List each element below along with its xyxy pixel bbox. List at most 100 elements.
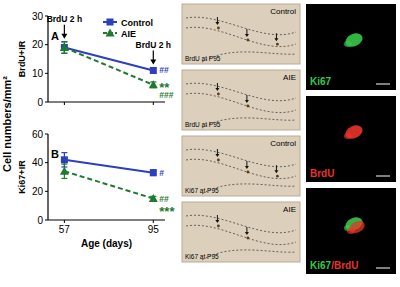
y-tick-label: 40 (32, 157, 44, 168)
granule-outline (186, 17, 296, 34)
y-tick (45, 134, 48, 135)
labeled-cell (217, 225, 220, 228)
micrograph: AIE Ki67 at P95 (182, 202, 300, 262)
labeled-cell (247, 171, 250, 174)
y-tick-label: 0 (37, 97, 43, 108)
fluorescence-label: BrdU (310, 168, 334, 179)
data-point (149, 80, 158, 88)
significance: *** (159, 204, 175, 219)
fluorescence-label-part: Ki67 (310, 76, 332, 87)
pointer-head (245, 100, 249, 103)
series-line (64, 48, 153, 85)
granule-outline (186, 215, 296, 232)
plot-area (60, 153, 158, 202)
data-point (150, 67, 157, 74)
annotation-text: BrdU 2 h (136, 40, 171, 50)
y-tick (45, 44, 48, 45)
significance: ### (159, 90, 173, 100)
micrograph-bg (182, 136, 300, 196)
x-label: Age (days) (81, 238, 132, 249)
granule-outline (186, 159, 296, 178)
y-tick-label: 0 (37, 215, 43, 226)
data-point (61, 44, 68, 51)
error-cap (61, 53, 67, 54)
arrow-shaft (153, 51, 154, 61)
x-tick (64, 102, 65, 105)
pointer-head (245, 34, 249, 37)
cell-signal (344, 41, 352, 47)
y-tick (45, 102, 48, 103)
micrograph: AIE BrdU at P95 (182, 70, 300, 130)
error-cap (61, 41, 67, 42)
y-tick (45, 162, 48, 163)
y-tick (45, 73, 48, 74)
granule-outline (186, 93, 296, 112)
fluorescence-bg (306, 96, 396, 182)
micrograph-label: AIE (283, 73, 296, 82)
micrograph-bg (182, 202, 300, 262)
x-axis (48, 101, 165, 102)
labeled-cell (276, 43, 279, 46)
legend-marker (106, 29, 115, 37)
panel-title: B (51, 148, 59, 160)
micrograph: ControlKi67 at P95 (182, 136, 300, 196)
y-label: BrdU+IR (17, 40, 27, 77)
fluorescence-label-part: /BrdU (331, 260, 358, 271)
data-point (149, 194, 158, 202)
labeled-cell (276, 175, 279, 178)
figure: Cell numbers/mm²0102030BrdU+IRAControlAI… (0, 0, 400, 287)
error-cap (61, 152, 67, 153)
micrograph: Control BrdU at P95 (182, 4, 300, 64)
cell-signal (343, 31, 364, 49)
chart: 0102030BrdU+IRAControlAIEBrdU 2 hBrdU 2 … (17, 11, 174, 108)
fluorescence-label: Ki67 (310, 76, 332, 87)
y-axis (47, 134, 48, 220)
y-axis (47, 16, 48, 102)
y-tick-label: 10 (32, 68, 44, 79)
labeled-cell (217, 27, 220, 30)
micrograph-label: Control (270, 7, 296, 16)
labeled-cell (217, 159, 220, 162)
fluorescence-label-part: Ki67 (310, 260, 332, 271)
error-bar (150, 170, 156, 176)
labeled-cell (247, 237, 250, 240)
legend-marker (107, 19, 114, 26)
labeled-cell (247, 39, 250, 42)
fluorescence-label-part: BrdU (310, 168, 334, 179)
granule-outline (186, 149, 296, 166)
micrograph-stain: Ki67 at P95 (185, 187, 219, 194)
shared-y-label: Cell numbers/mm² (1, 76, 13, 172)
micrograph-bg (182, 70, 300, 130)
x-tick (153, 220, 154, 223)
arrow-head (150, 60, 156, 65)
error-cap (61, 53, 67, 54)
fluorescence-panel: Ki67/BrdU (306, 188, 396, 274)
pointer-head (274, 38, 278, 41)
pointer-head (215, 154, 219, 157)
error-cap (61, 41, 67, 42)
fluorescence-bg (306, 188, 396, 274)
series-line (64, 160, 153, 173)
micrograph-stain: Ki67 at P95 (185, 253, 219, 260)
x-tick (64, 220, 65, 223)
legend-label: Control (121, 18, 153, 28)
y-tick-label: 20 (32, 186, 44, 197)
micrograph-stain: BrdU at P95 (185, 55, 221, 62)
pointer-head (245, 166, 249, 169)
data-point (60, 167, 69, 175)
micrograph-label: AIE (283, 205, 296, 214)
annotation-arrow (150, 51, 156, 65)
annotation-arrow (61, 25, 67, 39)
significance: # (159, 168, 164, 178)
x-tick-label: 95 (148, 224, 160, 235)
y-tick (45, 220, 48, 221)
cell-signal (344, 133, 352, 139)
fluorescence-bg (306, 4, 396, 90)
micrograph-stain: BrdU at P95 (185, 121, 221, 128)
pointer-head (215, 220, 219, 223)
fluorescence-label: Ki67/BrdU (310, 260, 358, 271)
cell-signal (347, 219, 366, 236)
y-tick (45, 191, 48, 192)
fluorescence-panel: Ki67 (306, 4, 396, 90)
pointer-head (215, 22, 219, 25)
